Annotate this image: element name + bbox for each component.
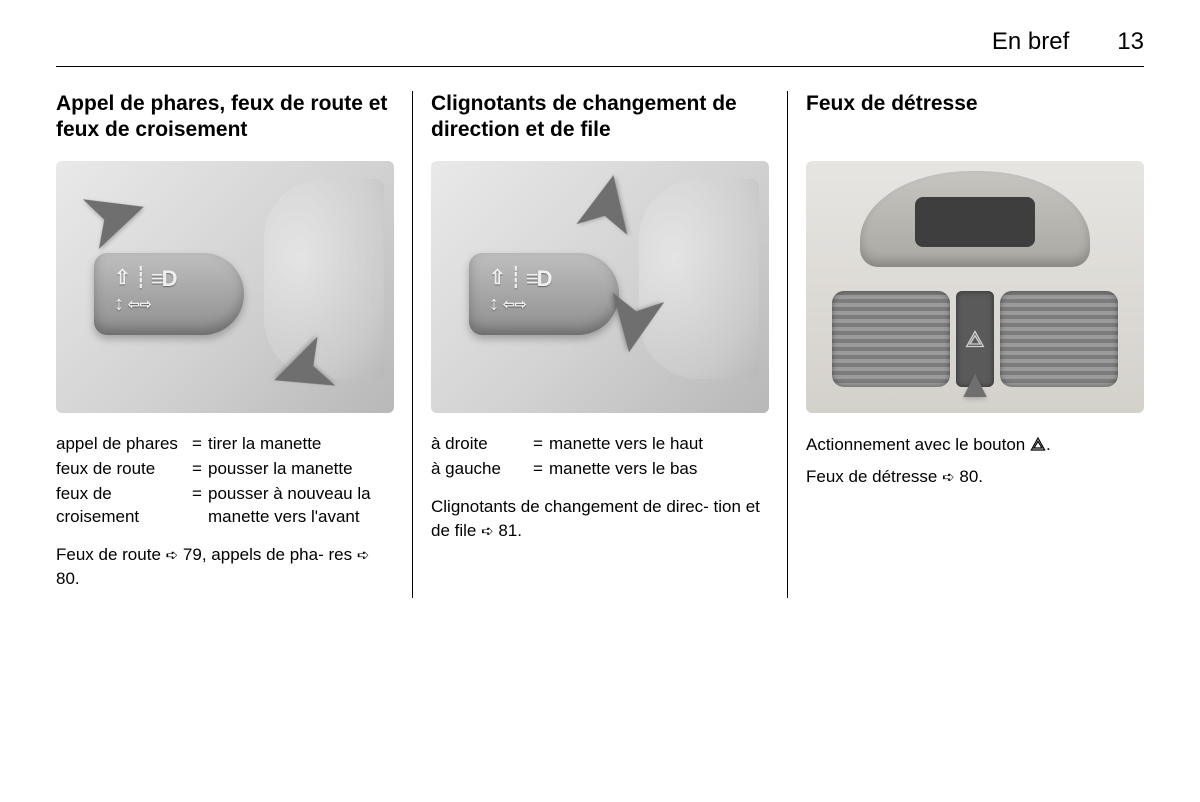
def-row: feux de croisement = pousser à nouveau l… [56, 483, 394, 529]
reference-icon: ➪ [166, 547, 179, 564]
def-value: tirer la manette [208, 433, 394, 456]
reference-icon: ➪ [481, 523, 494, 540]
col1-reference: Feux de route ➪ 79, appels de pha‐ res ➪… [56, 543, 394, 591]
def-row: appel de phares = tirer la manette [56, 433, 394, 456]
header-rule [56, 66, 1144, 67]
figure-hazard-button: ▲ [806, 161, 1144, 413]
equals-sign: = [527, 433, 549, 456]
def-term: appel de phares [56, 433, 186, 456]
col2-definitions: à droite = manette vers le haut à gauche… [431, 433, 769, 481]
col2-reference: Clignotants de changement de direc‐ tion… [431, 495, 769, 543]
def-term: à gauche [431, 458, 527, 481]
hazard-triangle-icon [1030, 435, 1046, 454]
column-hazard-lights: Feux de détresse ▲ Actionnement avec le … [787, 91, 1144, 598]
figure-headlight-lever: ⇧┊≡D ↕⇦⇨ ➤ ➤ [56, 161, 394, 413]
def-value: manette vers le bas [549, 458, 769, 481]
def-row: feux de route = pousser la manette [56, 458, 394, 481]
def-value: pousser la manette [208, 458, 394, 481]
page-header: En bref 13 [56, 28, 1144, 56]
equals-sign: = [186, 483, 208, 529]
column-headlights: Appel de phares, feux de route et feux d… [56, 91, 412, 598]
reference-icon: ➪ [942, 469, 955, 486]
reference-icon: ➪ [357, 547, 370, 564]
def-term: feux de croisement [56, 483, 186, 529]
section-name: En bref [992, 28, 1069, 56]
def-term: à droite [431, 433, 527, 456]
col3-line1: Actionnement avec le bouton . [806, 433, 1144, 457]
column-turn-signals: Clignotants de changement de direction e… [412, 91, 787, 598]
col1-title: Appel de phares, feux de route et feux d… [56, 91, 394, 145]
content-columns: Appel de phares, feux de route et feux d… [56, 91, 1144, 598]
col3-title: Feux de détresse [806, 91, 1144, 145]
col3-reference: Feux de détresse ➪ 80. [806, 465, 1144, 489]
def-value: manette vers le haut [549, 433, 769, 456]
figure-turn-signal-lever: ⇧┊≡D ↕⇦⇨ ➤ ➤ [431, 161, 769, 413]
def-term: feux de route [56, 458, 186, 481]
equals-sign: = [527, 458, 549, 481]
def-row: à gauche = manette vers le bas [431, 458, 769, 481]
equals-sign: = [186, 458, 208, 481]
def-row: à droite = manette vers le haut [431, 433, 769, 456]
col2-title: Clignotants de changement de direction e… [431, 91, 769, 145]
equals-sign: = [186, 433, 208, 456]
col1-definitions: appel de phares = tirer la manette feux … [56, 433, 394, 529]
def-value: pousser à nouveau la manette vers l'avan… [208, 483, 394, 529]
page-number: 13 [1117, 28, 1144, 56]
